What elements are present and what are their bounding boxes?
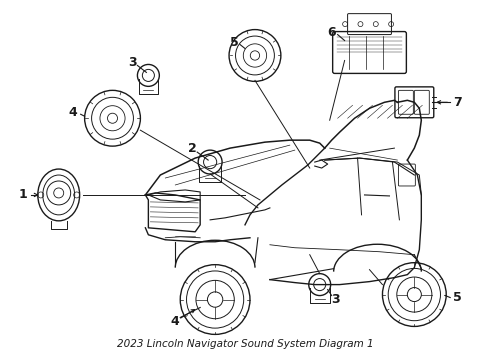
- Text: 2023 Lincoln Navigator Sound System Diagram 1: 2023 Lincoln Navigator Sound System Diag…: [117, 339, 373, 349]
- Text: 3: 3: [128, 56, 137, 69]
- Text: 1: 1: [19, 188, 27, 202]
- Text: 2: 2: [188, 141, 196, 155]
- Text: 5: 5: [453, 291, 462, 304]
- Text: 7: 7: [453, 96, 462, 109]
- Text: 3: 3: [331, 293, 340, 306]
- Text: 4: 4: [171, 315, 180, 328]
- Text: 4: 4: [68, 106, 77, 119]
- Text: 5: 5: [230, 36, 239, 49]
- Text: 6: 6: [327, 26, 336, 39]
